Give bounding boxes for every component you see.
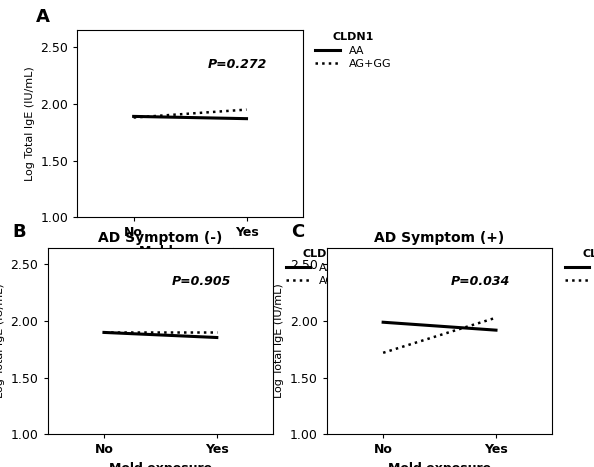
Text: B: B	[12, 222, 26, 241]
Y-axis label: Log Total IgE (IU/mL): Log Total IgE (IU/mL)	[0, 283, 5, 398]
X-axis label: Mold exposure: Mold exposure	[109, 462, 212, 467]
Text: P=0.034: P=0.034	[451, 275, 510, 288]
X-axis label: Mold exposure: Mold exposure	[388, 462, 491, 467]
Y-axis label: Log Total IgE (IU/mL): Log Total IgE (IU/mL)	[25, 66, 35, 181]
Text: P=0.905: P=0.905	[172, 275, 231, 288]
X-axis label: Mold exposure: Mold exposure	[138, 245, 242, 258]
Legend: AA, AG+GG: AA, AG+GG	[315, 32, 391, 69]
Text: C: C	[291, 222, 304, 241]
Title: AD Symptom (+): AD Symptom (+)	[374, 231, 505, 245]
Legend: AA, AG+GG: AA, AG+GG	[286, 249, 362, 286]
Title: AD Symptom (-): AD Symptom (-)	[98, 231, 223, 245]
Legend: AA, AG+GG: AA, AG+GG	[565, 249, 594, 286]
Text: A: A	[36, 7, 49, 26]
Y-axis label: Log Total IgE (IU/mL): Log Total IgE (IU/mL)	[274, 283, 285, 398]
Text: P=0.272: P=0.272	[208, 58, 267, 71]
